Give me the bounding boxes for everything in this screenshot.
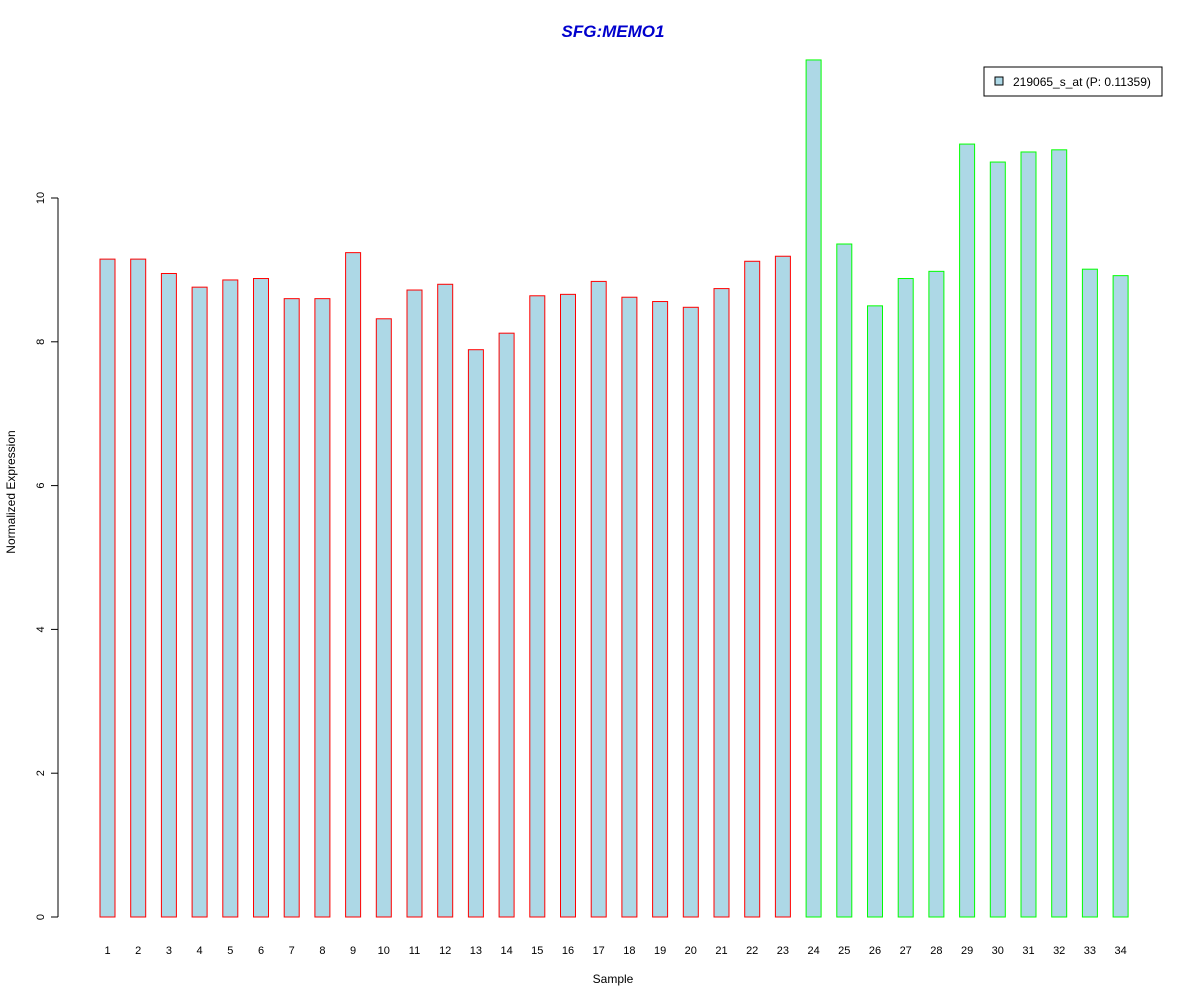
bar: [406, 289, 423, 918]
x-tick-label: 21: [715, 945, 727, 957]
bar: [191, 286, 208, 918]
x-tick-label: 27: [900, 945, 912, 957]
x-tick-label: 32: [1053, 945, 1065, 957]
bar: [897, 278, 914, 918]
x-tick-label: 24: [807, 945, 819, 957]
x-tick-label: 15: [531, 945, 543, 957]
bar: [774, 255, 791, 918]
x-axis-label: Sample: [593, 972, 634, 986]
bar: [314, 298, 331, 918]
legend-label: 219065_s_at (P: 0.11359): [1013, 75, 1151, 89]
y-tick-label: 6: [35, 483, 47, 489]
x-tick-label: 4: [197, 945, 203, 957]
y-tick-label: 10: [35, 192, 47, 204]
bar: [283, 298, 300, 918]
bar: [375, 318, 392, 918]
bar: [560, 293, 576, 918]
x-tick-label: 3: [166, 945, 172, 957]
x-tick-label: 23: [777, 945, 789, 957]
bar: [1020, 151, 1037, 918]
bar: [1112, 275, 1129, 918]
bar: [99, 258, 116, 918]
bars: [99, 59, 1129, 918]
bar: [867, 305, 883, 918]
x-tick-label: 10: [378, 945, 390, 957]
bar: [959, 143, 976, 918]
x-tick-label: 31: [1022, 945, 1034, 957]
bar: [652, 301, 669, 918]
bar: [529, 295, 546, 918]
bar: [1051, 149, 1068, 918]
x-tick-label: 5: [227, 945, 233, 957]
y-axis: 0 2 4 6 8 10: [35, 192, 59, 920]
x-tick-label: 28: [930, 945, 942, 957]
y-tick-label: 0: [35, 914, 47, 920]
x-tick-label: 14: [500, 945, 512, 957]
bar: [437, 283, 454, 918]
legend-box: [983, 66, 1163, 97]
legend-swatch: [994, 76, 1004, 86]
bar: [345, 252, 362, 918]
x-tick-label: 18: [623, 945, 635, 957]
bar: [160, 272, 177, 918]
x-tick-label: 34: [1114, 945, 1126, 957]
x-tick-label: 6: [258, 945, 264, 957]
bar: [467, 349, 484, 918]
x-tick-label: 1: [104, 945, 110, 957]
x-tick-label: 13: [470, 945, 482, 957]
bar: [744, 260, 761, 918]
bar: [253, 278, 269, 918]
x-tick-label: 19: [654, 945, 666, 957]
x-tick-label: 22: [746, 945, 758, 957]
x-tick-label: 12: [439, 945, 451, 957]
x-tick-label: 25: [838, 945, 850, 957]
bar: [1081, 268, 1098, 918]
x-tick-label: 26: [869, 945, 881, 957]
x-tick-label: 17: [593, 945, 605, 957]
bar: [928, 270, 945, 918]
x-tick-label: 33: [1084, 945, 1096, 957]
x-tick-label: 29: [961, 945, 973, 957]
x-tick-label: 2: [135, 945, 141, 957]
chart-title: SFG:MEMO1: [562, 22, 665, 41]
x-tick-label: 20: [685, 945, 697, 957]
x-tick-label: 8: [319, 945, 325, 957]
bar: [498, 332, 515, 918]
y-axis-label: Normalized Expression: [4, 430, 18, 553]
bar: [222, 279, 239, 918]
bar: [621, 296, 638, 918]
bar: [713, 288, 730, 918]
x-tick-label: 16: [562, 945, 574, 957]
x-tick-labels: 1 2 3 4 5 6 7 8 9 10 11 12 13 14 15 16 17 18 19 20 21 22 23 24 2…: [104, 945, 1126, 957]
bar: [836, 243, 853, 918]
y-tick-label: 8: [35, 339, 47, 345]
bar: [130, 258, 147, 918]
legend: 219065_s_at (P: 0.11359): [983, 66, 1163, 97]
bar: [805, 59, 822, 918]
x-tick-label: 30: [992, 945, 1004, 957]
bar: [682, 306, 699, 918]
y-tick-label: 2: [35, 770, 47, 776]
x-tick-label: 11: [409, 945, 420, 957]
bar: [590, 280, 607, 918]
y-tick-label: 4: [35, 626, 47, 632]
bar: [989, 161, 1006, 918]
x-tick-label: 7: [289, 945, 295, 957]
x-tick-label: 9: [350, 945, 356, 957]
